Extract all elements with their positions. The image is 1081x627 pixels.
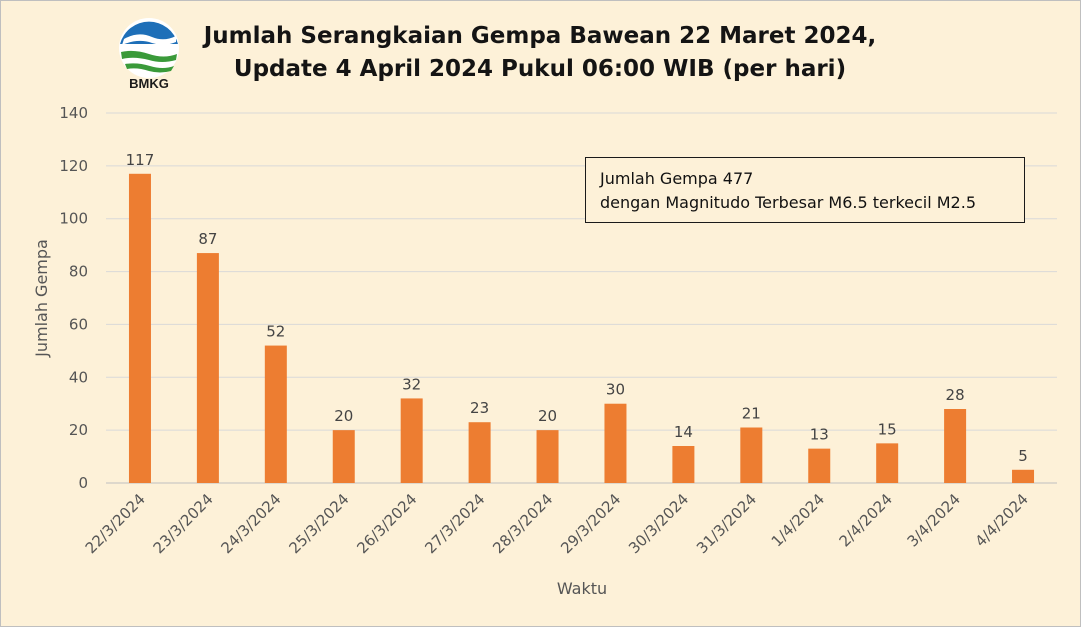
data-label: 117	[126, 151, 155, 169]
bar	[808, 448, 831, 483]
bar	[740, 427, 763, 483]
y-tick-label: 80	[69, 263, 88, 281]
x-tick-label: 30/3/2024	[625, 490, 692, 557]
summary-box: Jumlah Gempa 477 dengan Magnitudo Terbes…	[585, 157, 1025, 223]
x-axis-ticks: 22/3/2024 23/3/2024 24/3/2024 25/3/2024 26/3…	[82, 490, 1032, 557]
x-tick-label: 29/3/2024	[557, 490, 624, 557]
y-tick-label: 40	[69, 368, 88, 386]
data-labels: 117 87 52 20 32 23 20 30 14 21 13 15 28 5	[126, 151, 1028, 465]
chart-title-line-2: Update 4 April 2024 Pukul 06:00 WIB (per…	[233, 56, 847, 82]
data-label: 32	[402, 375, 421, 393]
y-tick-label: 0	[78, 474, 88, 492]
data-label: 30	[606, 381, 625, 399]
data-label: 52	[266, 323, 285, 341]
y-tick-label: 140	[59, 104, 88, 122]
x-tick-label: 31/3/2024	[693, 490, 760, 557]
bar	[536, 430, 559, 483]
x-tick-label: 25/3/2024	[285, 490, 352, 557]
bar	[672, 446, 695, 483]
x-axis-title: Waktu	[557, 579, 607, 598]
bar	[196, 253, 219, 483]
y-axis-title: Jumlah Gempa	[32, 239, 51, 358]
x-tick-label: 22/3/2024	[82, 490, 149, 557]
bar	[1012, 469, 1035, 483]
y-tick-label: 120	[59, 157, 88, 175]
logo-text: BMKG	[129, 76, 169, 91]
x-tick-label: 28/3/2024	[489, 490, 556, 557]
x-tick-label: 24/3/2024	[218, 490, 285, 557]
x-tick-label: 4/4/2024	[971, 490, 1031, 550]
x-tick-label: 23/3/2024	[150, 490, 217, 557]
bar	[264, 345, 287, 483]
y-axis-ticks: 0 20 40 60 80 100 120 140	[59, 104, 88, 492]
bmkg-logo	[119, 18, 179, 78]
summary-line-2: dengan Magnitudo Terbesar M6.5 terkecil …	[600, 193, 976, 212]
data-label: 13	[810, 426, 829, 444]
bar	[400, 398, 423, 483]
data-label: 28	[946, 386, 965, 404]
data-label: 87	[198, 230, 217, 248]
bar	[944, 409, 967, 483]
bar	[876, 443, 899, 483]
data-label: 15	[878, 420, 897, 438]
data-label: 20	[334, 407, 353, 425]
bar	[468, 422, 491, 483]
y-tick-label: 100	[59, 210, 88, 228]
chart-title-line-1: Jumlah Serangkaian Gempa Bawean 22 Maret…	[203, 23, 877, 49]
y-tick-label: 60	[69, 315, 88, 333]
bar	[332, 430, 355, 483]
x-tick-label: 2/4/2024	[836, 490, 896, 550]
x-tick-label: 1/4/2024	[768, 490, 828, 550]
summary-line-1: Jumlah Gempa 477	[600, 169, 754, 188]
data-label: 21	[742, 405, 761, 423]
x-tick-label: 3/4/2024	[904, 490, 964, 550]
x-tick-label: 26/3/2024	[353, 490, 420, 557]
data-label: 5	[1018, 447, 1028, 465]
y-tick-label: 20	[69, 421, 88, 439]
chart-title: Jumlah Serangkaian Gempa Bawean 22 Maret…	[170, 20, 910, 86]
data-label: 14	[674, 423, 693, 441]
bar	[604, 403, 627, 483]
data-label: 20	[538, 407, 557, 425]
data-label: 23	[470, 399, 489, 417]
x-tick-label: 27/3/2024	[421, 490, 488, 557]
bars	[128, 173, 1035, 484]
bar	[128, 173, 151, 484]
